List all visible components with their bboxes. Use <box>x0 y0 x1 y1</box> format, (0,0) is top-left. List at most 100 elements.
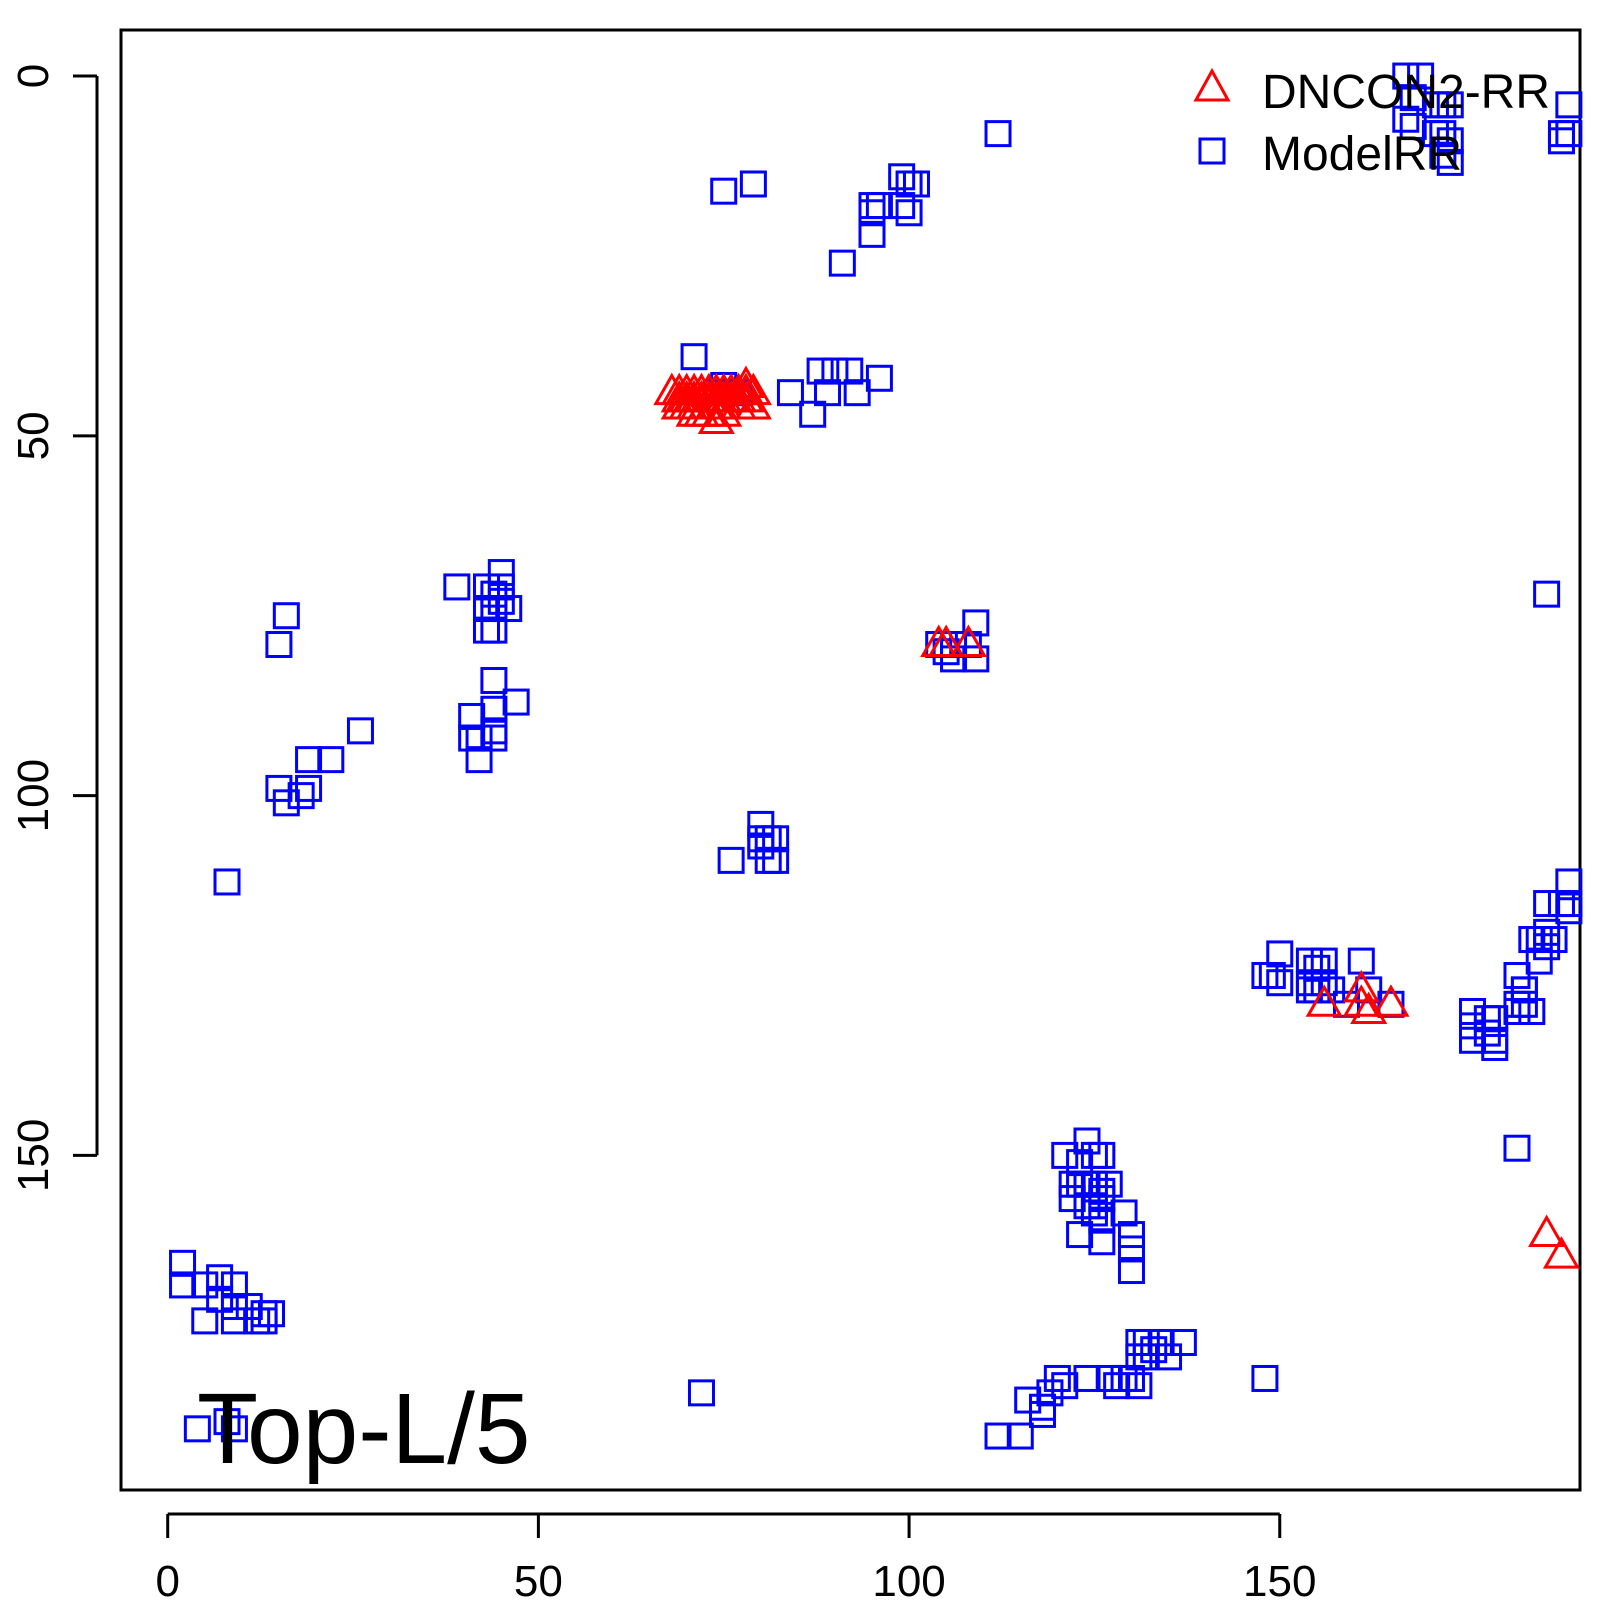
modelrr-point <box>1088 1228 1116 1256</box>
legend-label-modelrr: ModelRR <box>1262 128 1462 181</box>
modelrr-point <box>272 602 300 630</box>
modelrr-point <box>458 724 486 752</box>
modelrr-point <box>1147 1328 1175 1356</box>
modelrr-point <box>843 379 871 407</box>
plot-frame <box>119 28 1582 1492</box>
modelrr-point <box>1510 990 1538 1018</box>
modelrr-point <box>1080 1199 1108 1227</box>
modelrr-point <box>487 573 515 601</box>
modelrr-point <box>1110 1199 1138 1227</box>
dncon2-rr-point <box>1342 984 1380 1017</box>
x-tick-label: 150 <box>1243 1557 1316 1600</box>
modelrr-point <box>940 645 968 673</box>
modelrr-point <box>865 192 893 220</box>
modelrr-point <box>487 587 515 615</box>
modelrr-point <box>836 357 864 385</box>
modelrr-point <box>687 1379 715 1407</box>
modelrr-point <box>747 810 775 838</box>
modelrr-point <box>480 595 508 623</box>
modelrr-point <box>1481 1005 1509 1033</box>
modelrr-point <box>1555 91 1583 119</box>
modelrr-point <box>1088 1185 1116 1213</box>
modelrr-point <box>1295 947 1323 975</box>
modelrr-point <box>272 789 300 817</box>
modelrr-point <box>1555 868 1583 896</box>
modelrr-point <box>1555 897 1583 925</box>
dncon2-rr-point <box>1542 1236 1581 1269</box>
modelrr-point <box>1547 127 1575 155</box>
modelrr-point <box>1155 1343 1183 1371</box>
modelrr-point <box>1399 112 1427 140</box>
modelrr-point <box>717 846 745 874</box>
modelrr-point <box>1547 120 1575 148</box>
x-tick-label: 100 <box>872 1557 945 1600</box>
dncon2-rr-point <box>734 372 772 406</box>
modelrr-point <box>739 170 767 198</box>
y-tick-label: 50 <box>9 411 58 460</box>
modelrr-point <box>1510 976 1538 1004</box>
modelrr-point <box>213 868 241 896</box>
modelrr-point <box>1073 1364 1101 1392</box>
modelrr-point <box>1503 962 1531 990</box>
modelrr-point <box>1436 91 1464 119</box>
modelrr-point <box>1088 1206 1116 1234</box>
x-tick-label: 0 <box>155 1557 179 1600</box>
modelrr-point <box>1518 997 1546 1025</box>
modelrr-point <box>1058 1185 1086 1213</box>
modelrr-point <box>169 1271 197 1299</box>
modelrr-point <box>747 832 775 860</box>
panel-annotation: Top-L/5 <box>197 1373 531 1485</box>
legend-triangle-marker <box>1193 67 1231 102</box>
modelrr-point <box>814 379 842 407</box>
modelrr-point <box>206 1285 234 1313</box>
modelrr-point <box>287 782 315 810</box>
modelrr-point <box>762 825 790 853</box>
modelrr-point <box>1029 1393 1057 1421</box>
modelrr-point <box>1303 954 1331 982</box>
dncon2-rr-point <box>734 387 772 420</box>
modelrr-point <box>828 249 856 277</box>
modelrr-point <box>1251 962 1279 990</box>
modelrr-point <box>888 163 916 191</box>
modelrr-point <box>1051 1372 1079 1400</box>
modelrr-point <box>1503 997 1531 1025</box>
modelrr-point <box>821 357 849 385</box>
modelrr-point <box>1095 1170 1123 1198</box>
modelrr-point <box>1533 933 1561 961</box>
modelrr-point <box>1459 1026 1487 1054</box>
dncon2-rr-point <box>1305 984 1343 1017</box>
modelrr-point <box>257 1300 285 1328</box>
modelrr-point <box>1436 148 1464 176</box>
modelrr-point <box>865 364 893 392</box>
y-tick-label: 150 <box>9 1119 58 1192</box>
modelrr-point <box>1006 1422 1034 1450</box>
modelrr-point <box>1503 1134 1531 1162</box>
modelrr-point <box>1029 1400 1057 1428</box>
modelrr-point <box>1266 969 1294 997</box>
legend-label-dncon2: DNCON2-RR <box>1262 66 1550 119</box>
modelrr-point <box>458 702 486 730</box>
modelrr-point <box>776 379 804 407</box>
modelrr-point <box>346 717 374 745</box>
modelrr-point <box>265 774 293 802</box>
modelrr-point <box>169 1249 197 1277</box>
modelrr-point <box>1436 127 1464 155</box>
modelrr-point <box>495 595 523 623</box>
modelrr-point <box>1503 990 1531 1018</box>
modelrr-point <box>1533 580 1561 608</box>
modelrr-point <box>220 1415 248 1443</box>
modelrr-point <box>1088 1141 1116 1169</box>
modelrr-point <box>206 1264 234 1292</box>
dncon2-rr-point <box>727 379 765 413</box>
modelrr-point <box>243 1307 271 1335</box>
modelrr-point <box>1518 926 1546 954</box>
x-axis: 0 50 100 150 <box>155 1512 1316 1600</box>
legend: DNCON2-RR ModelRR <box>1193 66 1550 181</box>
modelrr-point <box>1525 947 1553 975</box>
modelrr-point <box>480 695 508 723</box>
modelrr-point <box>1125 1372 1153 1400</box>
modelrr-point <box>1459 1012 1487 1040</box>
modelrr-point <box>1073 1192 1101 1220</box>
modelrr-point <box>1533 890 1561 918</box>
modelrr-point <box>480 616 508 644</box>
